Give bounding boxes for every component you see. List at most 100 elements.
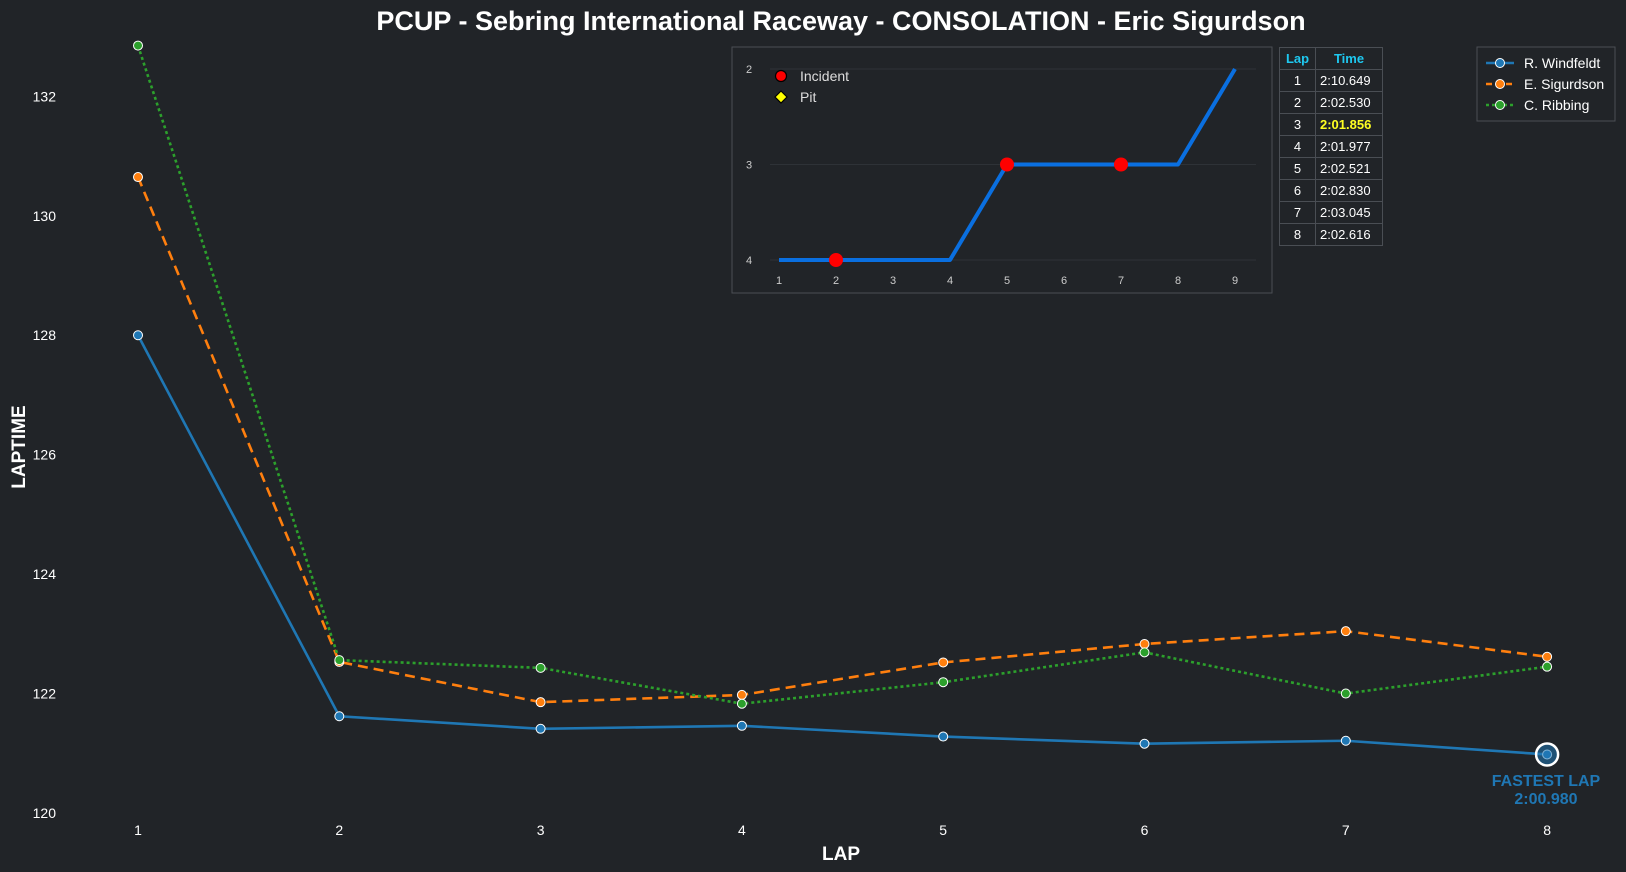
inset-x-tick-label: 4 bbox=[947, 275, 953, 287]
data-point bbox=[1340, 688, 1351, 699]
y-tick-label: 124 bbox=[33, 566, 57, 582]
fastest-lap-annotation: FASTEST LAP 2:00.980 bbox=[1492, 742, 1601, 808]
legend-entry: R. Windfeldt bbox=[1486, 55, 1600, 71]
x-tick-label: 4 bbox=[738, 822, 746, 838]
lap-number-cell: 1 bbox=[1279, 69, 1316, 92]
lap-table-body: 1 2:10.649 2 2:02.530 3 2:01.856 4 2:01.977 5 2:0… bbox=[1279, 69, 1383, 246]
lap-number-cell: 3 bbox=[1279, 113, 1316, 136]
series-line bbox=[136, 334, 1548, 756]
data-point bbox=[1542, 661, 1553, 672]
lap-time-cell: 2:10.649 bbox=[1315, 69, 1383, 92]
inset-x-tick-label: 8 bbox=[1175, 275, 1181, 287]
lap-table-row: 4 2:01.977 bbox=[1279, 135, 1383, 158]
lap-time-cell: 2:02.530 bbox=[1315, 91, 1383, 114]
inset-x-tick-label: 7 bbox=[1118, 275, 1124, 287]
y-tick-label: 120 bbox=[33, 805, 57, 821]
lap-time-cell: 2:02.616 bbox=[1315, 223, 1383, 246]
x-tick-label: 2 bbox=[335, 822, 343, 838]
inset-x-tick-label: 1 bbox=[776, 275, 782, 287]
data-point bbox=[736, 698, 747, 709]
x-tick-label: 5 bbox=[939, 822, 947, 838]
inset-x-tick-label: 9 bbox=[1232, 275, 1238, 287]
legend-entry: C. Ribbing bbox=[1486, 97, 1589, 113]
data-point bbox=[133, 330, 143, 341]
x-tick-label: 8 bbox=[1543, 822, 1551, 838]
legend-label: E. Sigurdson bbox=[1524, 76, 1604, 92]
lap-column-header: Lap bbox=[1279, 47, 1316, 70]
fastest-lap-label: FASTEST LAP bbox=[1492, 773, 1601, 790]
lap-number-cell: 4 bbox=[1279, 135, 1316, 158]
lap-time-cell: 2:01.977 bbox=[1315, 135, 1383, 158]
series-line bbox=[136, 45, 1548, 706]
legend-label: R. Windfeldt bbox=[1524, 55, 1600, 71]
data-point bbox=[1542, 651, 1553, 662]
data-point bbox=[938, 677, 949, 688]
lap-number-cell: 2 bbox=[1279, 91, 1316, 114]
incident-marker bbox=[1000, 157, 1014, 172]
fastest-lap-marker bbox=[1534, 742, 1560, 767]
y-tick-label: 128 bbox=[33, 327, 57, 343]
data-point bbox=[736, 689, 747, 700]
data-point bbox=[938, 731, 949, 742]
lap-table-row: 5 2:02.521 bbox=[1279, 157, 1383, 180]
inset-y-tick-label: 2 bbox=[746, 64, 752, 76]
inset-y-tick-label: 4 bbox=[746, 255, 752, 267]
data-point bbox=[334, 711, 345, 722]
data-point bbox=[1139, 638, 1150, 649]
inset-legend-label: Incident bbox=[800, 68, 849, 84]
y-tick-label: 122 bbox=[33, 686, 57, 702]
lap-time-cell: 2:03.045 bbox=[1315, 201, 1383, 224]
legend-entry: E. Sigurdson bbox=[1486, 76, 1604, 92]
inset-x-tick-label: 5 bbox=[1004, 275, 1010, 287]
data-point bbox=[1139, 647, 1150, 658]
legend-marker bbox=[1495, 100, 1505, 110]
incident-legend-icon bbox=[774, 69, 788, 83]
inset-x-tick-label: 3 bbox=[890, 275, 896, 287]
x-tick-label: 1 bbox=[134, 822, 142, 838]
lap-time-table: Lap Time 1 2:10.649 2 2:02.530 3 2:01.856 4 2:0… bbox=[1279, 47, 1383, 246]
inset-legend: Incident Pit bbox=[774, 68, 849, 105]
lap-time-cell: 2:01.856 bbox=[1315, 113, 1383, 136]
data-point bbox=[736, 720, 747, 731]
legend-marker bbox=[1495, 79, 1505, 89]
lap-table-row: 8 2:02.616 bbox=[1279, 223, 1383, 246]
data-point bbox=[1340, 626, 1351, 637]
fastest-lap-time: 2:00.980 bbox=[1514, 791, 1577, 808]
lap-table-row: 3 2:01.856 bbox=[1279, 113, 1383, 136]
inset-position-line bbox=[779, 67, 1237, 267]
inset-y-tick-label: 3 bbox=[746, 160, 752, 172]
data-point bbox=[133, 172, 143, 183]
x-axis-title: LAP bbox=[822, 844, 860, 865]
x-tick-label: 6 bbox=[1141, 822, 1149, 838]
chart-title: PCUP - Sebring International Raceway - C… bbox=[376, 6, 1305, 36]
lap-number-cell: 8 bbox=[1279, 223, 1316, 246]
inset-legend-label: Pit bbox=[800, 89, 816, 105]
inset-legend-entry: Incident bbox=[774, 68, 849, 84]
pit-legend-icon bbox=[774, 90, 788, 104]
y-tick-label: 126 bbox=[33, 447, 57, 463]
position-inset-chart: 2 3 4 1 2 3 4 5 6 7 8 9 Incident Pit bbox=[731, 46, 1273, 294]
inset-x-tick-label: 2 bbox=[833, 275, 839, 287]
data-point bbox=[133, 40, 143, 51]
legend-label: C. Ribbing bbox=[1524, 97, 1589, 113]
time-column-header: Time bbox=[1315, 47, 1383, 70]
data-point bbox=[535, 662, 546, 673]
data-point bbox=[535, 723, 546, 734]
y-tick-label: 130 bbox=[33, 208, 57, 224]
lap-number-cell: 5 bbox=[1279, 157, 1316, 180]
series-layer bbox=[133, 40, 1553, 760]
series-line bbox=[136, 176, 1548, 704]
incident-marker bbox=[829, 253, 843, 267]
y-tick-label: 132 bbox=[33, 88, 57, 104]
lap-time-cell: 2:02.830 bbox=[1315, 179, 1383, 202]
data-point bbox=[1340, 735, 1351, 746]
data-point bbox=[334, 655, 345, 666]
lap-table-row: 1 2:10.649 bbox=[1279, 69, 1383, 92]
data-point bbox=[938, 657, 949, 668]
inset-legend-entry: Pit bbox=[774, 89, 816, 105]
lap-number-cell: 7 bbox=[1279, 201, 1316, 224]
y-axis-ticks: 120 122 124 126 128 130 132 bbox=[33, 88, 57, 821]
main-legend: R. Windfeldt E. Sigurdson C. Ribbing bbox=[1476, 46, 1616, 122]
data-point bbox=[535, 697, 546, 708]
